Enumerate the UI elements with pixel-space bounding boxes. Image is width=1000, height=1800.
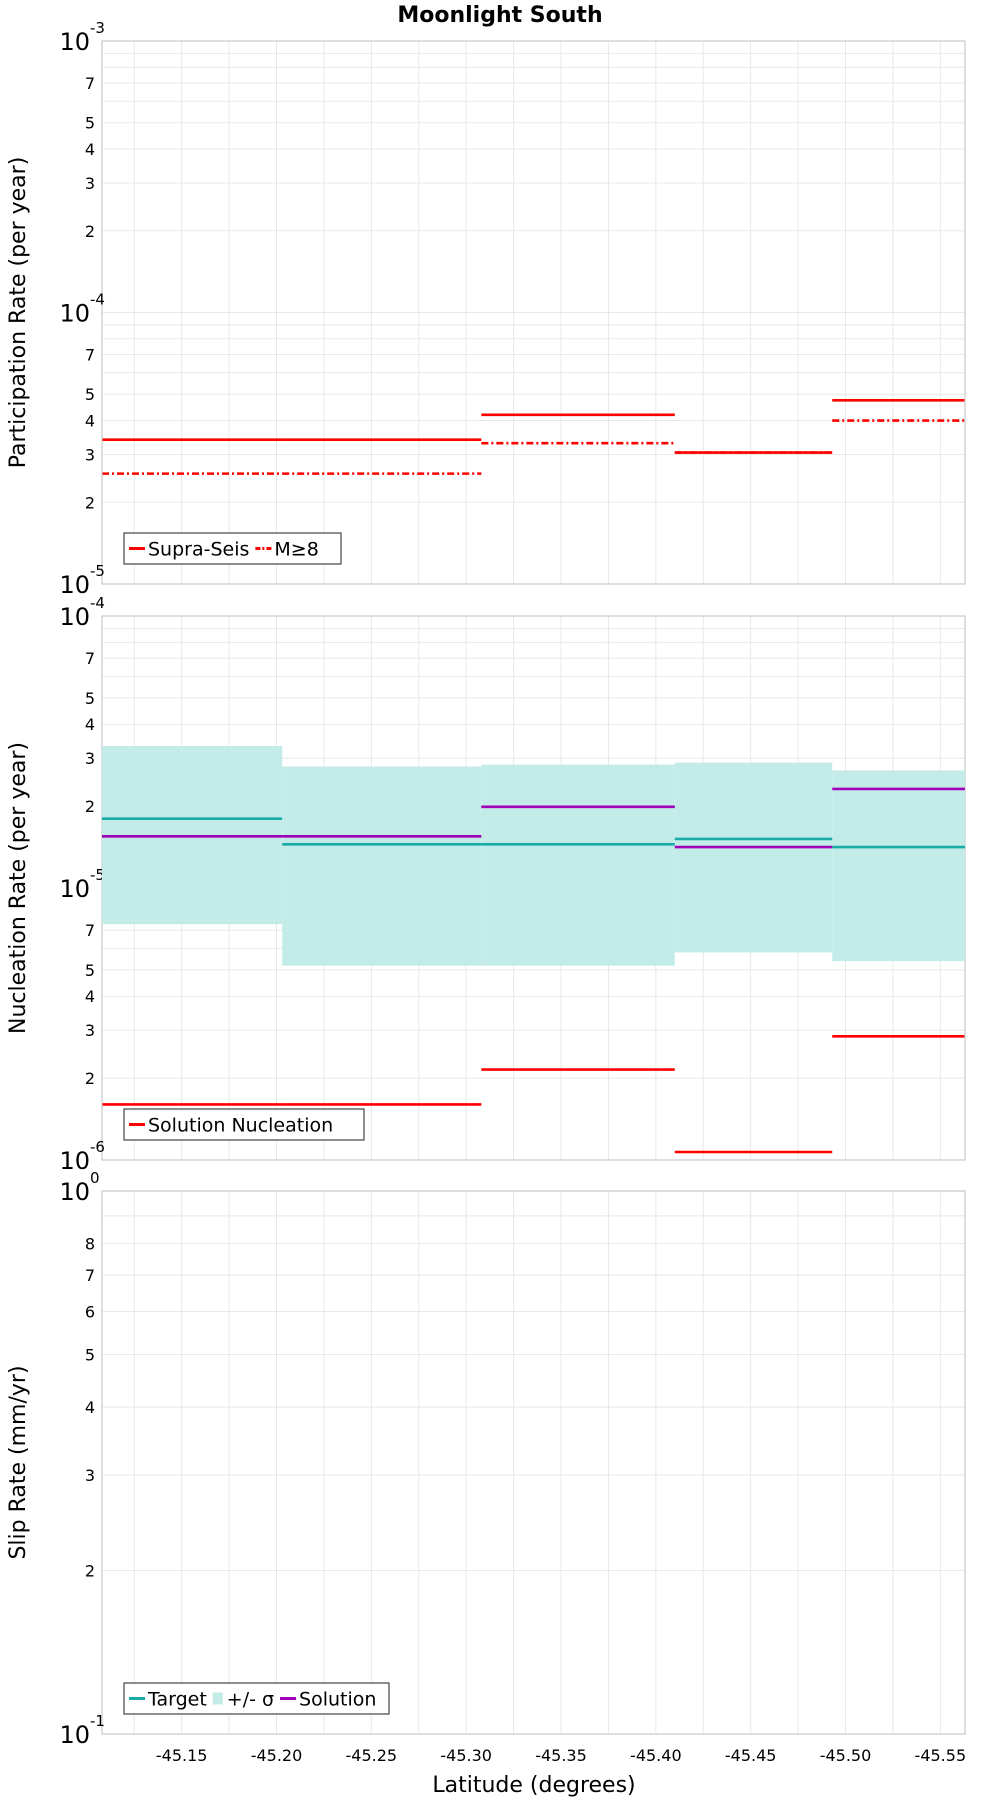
y-tick-label: 3 xyxy=(85,1021,95,1040)
y-tick-label: 4 xyxy=(85,140,95,159)
x-tick-label: -45.20 xyxy=(251,1746,303,1765)
legend-label: Supra-Seis xyxy=(148,539,249,561)
y-tick-label: 7 xyxy=(85,649,95,668)
plot-frame xyxy=(101,40,966,585)
y-decade-exponent: -5 xyxy=(90,562,105,580)
y-decade-exponent: -4 xyxy=(90,594,105,612)
x-tick-label: -45.40 xyxy=(630,1746,682,1765)
y-tick-label: 4 xyxy=(85,715,95,734)
y-tick-label: 7 xyxy=(85,921,95,940)
x-tick-label: -45.25 xyxy=(346,1746,398,1765)
y-tick-label: 2 xyxy=(85,797,95,816)
y-tick-label: 5 xyxy=(85,961,95,980)
y-tick-label: 6 xyxy=(85,1302,95,1321)
y-tick-label: 4 xyxy=(85,1398,95,1417)
y-decade-exponent: 0 xyxy=(90,1169,100,1187)
y-decade-label: 10 xyxy=(59,603,90,631)
x-tick-label: -45.15 xyxy=(156,1746,208,1765)
y-tick-label: 2 xyxy=(85,493,95,512)
y-tick-label: 2 xyxy=(85,222,95,241)
y-tick-label: 5 xyxy=(85,1345,95,1364)
y-decade-label: 10 xyxy=(59,1721,90,1749)
y-decade-exponent: -6 xyxy=(90,1138,105,1156)
chart-title: Moonlight South xyxy=(397,3,602,28)
y-decade-label: 10 xyxy=(59,300,90,328)
y-axis-label: Participation Rate (per year) xyxy=(6,157,31,469)
y-tick-label: 7 xyxy=(85,346,95,365)
y-axis-label: Slip Rate (mm/yr) xyxy=(6,1365,31,1559)
legend-label: +/- σ xyxy=(227,1689,274,1711)
y-decade-exponent: -1 xyxy=(90,1712,105,1730)
x-tick-label: -45.50 xyxy=(820,1746,872,1765)
y-tick-label: 7 xyxy=(85,74,95,93)
y-decade-label: 10 xyxy=(59,1147,90,1175)
band-segment xyxy=(674,762,833,953)
legend-box xyxy=(123,1682,390,1715)
y-tick-label: 4 xyxy=(85,412,95,431)
y-axis-label: Nucleation Rate (per year) xyxy=(6,742,31,1034)
y-tick-label: 3 xyxy=(85,1466,95,1485)
legend-label: Target xyxy=(147,1689,207,1711)
x-tick-label: -45.30 xyxy=(440,1746,492,1765)
y-decade-label: 10 xyxy=(59,875,90,903)
x-axis-label: Latitude (degrees) xyxy=(432,1773,635,1798)
y-tick-label: 2 xyxy=(85,1069,95,1088)
y-decade-exponent: -4 xyxy=(90,291,105,309)
y-decade-exponent: -3 xyxy=(90,19,105,37)
y-tick-label: 5 xyxy=(85,385,95,404)
y-tick-label: 5 xyxy=(85,689,95,708)
y-tick-label: 8 xyxy=(85,1235,95,1254)
plot-frame xyxy=(101,1190,966,1735)
legend-swatch xyxy=(212,1692,223,1705)
y-tick-label: 7 xyxy=(85,1266,95,1285)
legend-label: M≥8 xyxy=(274,539,318,561)
y-tick-label: 3 xyxy=(85,445,95,464)
legend-label: Solution Nucleation xyxy=(148,1115,333,1137)
y-tick-label: 2 xyxy=(85,1562,95,1581)
y-tick-label: 4 xyxy=(85,987,95,1006)
y-decade-label: 10 xyxy=(59,28,90,56)
x-tick-label: -45.35 xyxy=(535,1746,587,1765)
x-tick-label: -45.55 xyxy=(915,1746,967,1765)
legend-box xyxy=(123,532,342,565)
y-decade-exponent: -5 xyxy=(90,866,105,884)
band-segment xyxy=(481,764,675,966)
y-tick-label: 3 xyxy=(85,749,95,768)
y-decade-label: 10 xyxy=(59,1178,90,1206)
band-segment xyxy=(282,766,482,966)
x-tick-label: -45.45 xyxy=(725,1746,777,1765)
y-decade-label: 10 xyxy=(59,571,90,599)
y-tick-label: 5 xyxy=(85,114,95,133)
band-segment xyxy=(832,770,965,962)
y-tick-label: 3 xyxy=(85,174,95,193)
legend-label: Solution xyxy=(299,1689,376,1711)
legend-box xyxy=(123,1108,365,1141)
